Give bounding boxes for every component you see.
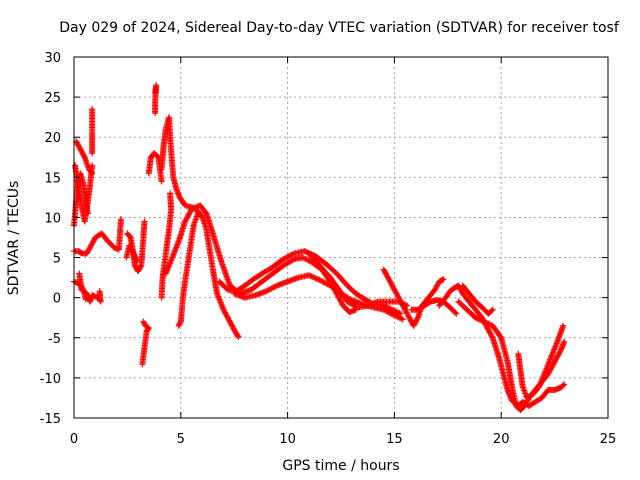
series-sat-track-m [158, 114, 204, 217]
x-tick-label: 20 [493, 432, 510, 447]
data-point [390, 311, 397, 318]
y-tick-label: 15 [44, 171, 61, 186]
data-point [560, 382, 567, 389]
data-point [368, 300, 375, 307]
data-point [308, 273, 315, 280]
data-point [96, 288, 103, 295]
data-point [399, 316, 406, 323]
data-point [141, 218, 148, 225]
data-point [488, 307, 495, 314]
y-tick-label: -5 [48, 332, 61, 347]
data-point [152, 90, 159, 97]
data-point [144, 327, 151, 334]
data-point [158, 294, 165, 301]
data-point [414, 316, 421, 323]
data-point [89, 106, 96, 113]
x-axis-title: GPS time / hours [282, 458, 399, 474]
x-tick-label: 0 [70, 432, 78, 447]
data-point [440, 276, 447, 283]
data-point [489, 306, 496, 313]
series-sat-track-y [459, 282, 496, 317]
x-tick-label: 15 [386, 432, 403, 447]
y-tick-label: -10 [40, 372, 61, 387]
series-sat-track-p [162, 202, 359, 316]
plot-frame [73, 56, 609, 419]
data-point [289, 251, 296, 258]
y-tick-label: 0 [53, 292, 61, 307]
y-tick-label: 20 [44, 131, 61, 146]
data-point [488, 333, 495, 340]
data-point [234, 332, 241, 339]
data-point [137, 263, 144, 270]
data-point [289, 256, 296, 263]
data-point [557, 348, 564, 355]
series-sat-track-i [123, 242, 141, 265]
y-tick-label: 30 [44, 51, 61, 66]
data-point [312, 275, 319, 282]
data-point [305, 272, 312, 279]
data-point [117, 216, 124, 223]
series-sat-track-t [359, 294, 404, 317]
series-sat-track-f [71, 216, 124, 257]
series-sat-track-e [89, 106, 96, 157]
y-axis-title: SDTVAR / TECUs [6, 181, 22, 296]
data-point [560, 322, 567, 329]
series-sat-track-v [408, 297, 460, 317]
data-point [309, 274, 316, 281]
data-point [139, 361, 146, 368]
data-point [301, 248, 308, 255]
series-sat-track-k [145, 150, 165, 185]
y-tick-label: -15 [40, 412, 61, 427]
data-point [235, 333, 242, 340]
series-sat-track-d [73, 138, 96, 177]
data-point [158, 178, 165, 185]
y-tick-label: 25 [44, 91, 61, 106]
series-sat-track-n [158, 190, 175, 301]
series-sat-track-j [139, 318, 152, 368]
x-tick-label: 25 [600, 432, 617, 447]
data-point [311, 274, 318, 281]
data-point [177, 320, 184, 327]
data-point [307, 272, 314, 279]
data-point [561, 381, 568, 388]
data-point [497, 333, 504, 340]
data-point [315, 276, 322, 283]
x-tick-label: 5 [177, 432, 185, 447]
data-point [130, 249, 137, 256]
data-points [71, 82, 568, 413]
y-tick-label: 10 [44, 211, 61, 226]
series-sat-track-o [175, 210, 242, 340]
data-point [88, 169, 95, 176]
series-sat-track-u [380, 266, 447, 329]
data-point [453, 310, 460, 317]
data-point [272, 283, 279, 290]
series-sat-track-z [515, 322, 567, 401]
x-tick-label: 10 [279, 432, 296, 447]
data-point [397, 310, 404, 317]
y-tick-label: 5 [53, 252, 61, 267]
chart-title: Day 029 of 2024, Sidereal Day-to-day VTE… [59, 20, 620, 36]
axis-ticks: 0 5 10 15 20 25 -15 -10 -5 0 5 10 15 20 25 30 [40, 51, 617, 447]
data-point [134, 258, 141, 265]
data-point [452, 309, 459, 316]
data-point [89, 170, 96, 177]
data-point [439, 276, 446, 283]
data-point [80, 152, 87, 159]
data-point [313, 275, 320, 282]
series-sat-track-g [76, 270, 104, 305]
series-sat-track-l [152, 82, 160, 117]
data-point [561, 338, 568, 345]
